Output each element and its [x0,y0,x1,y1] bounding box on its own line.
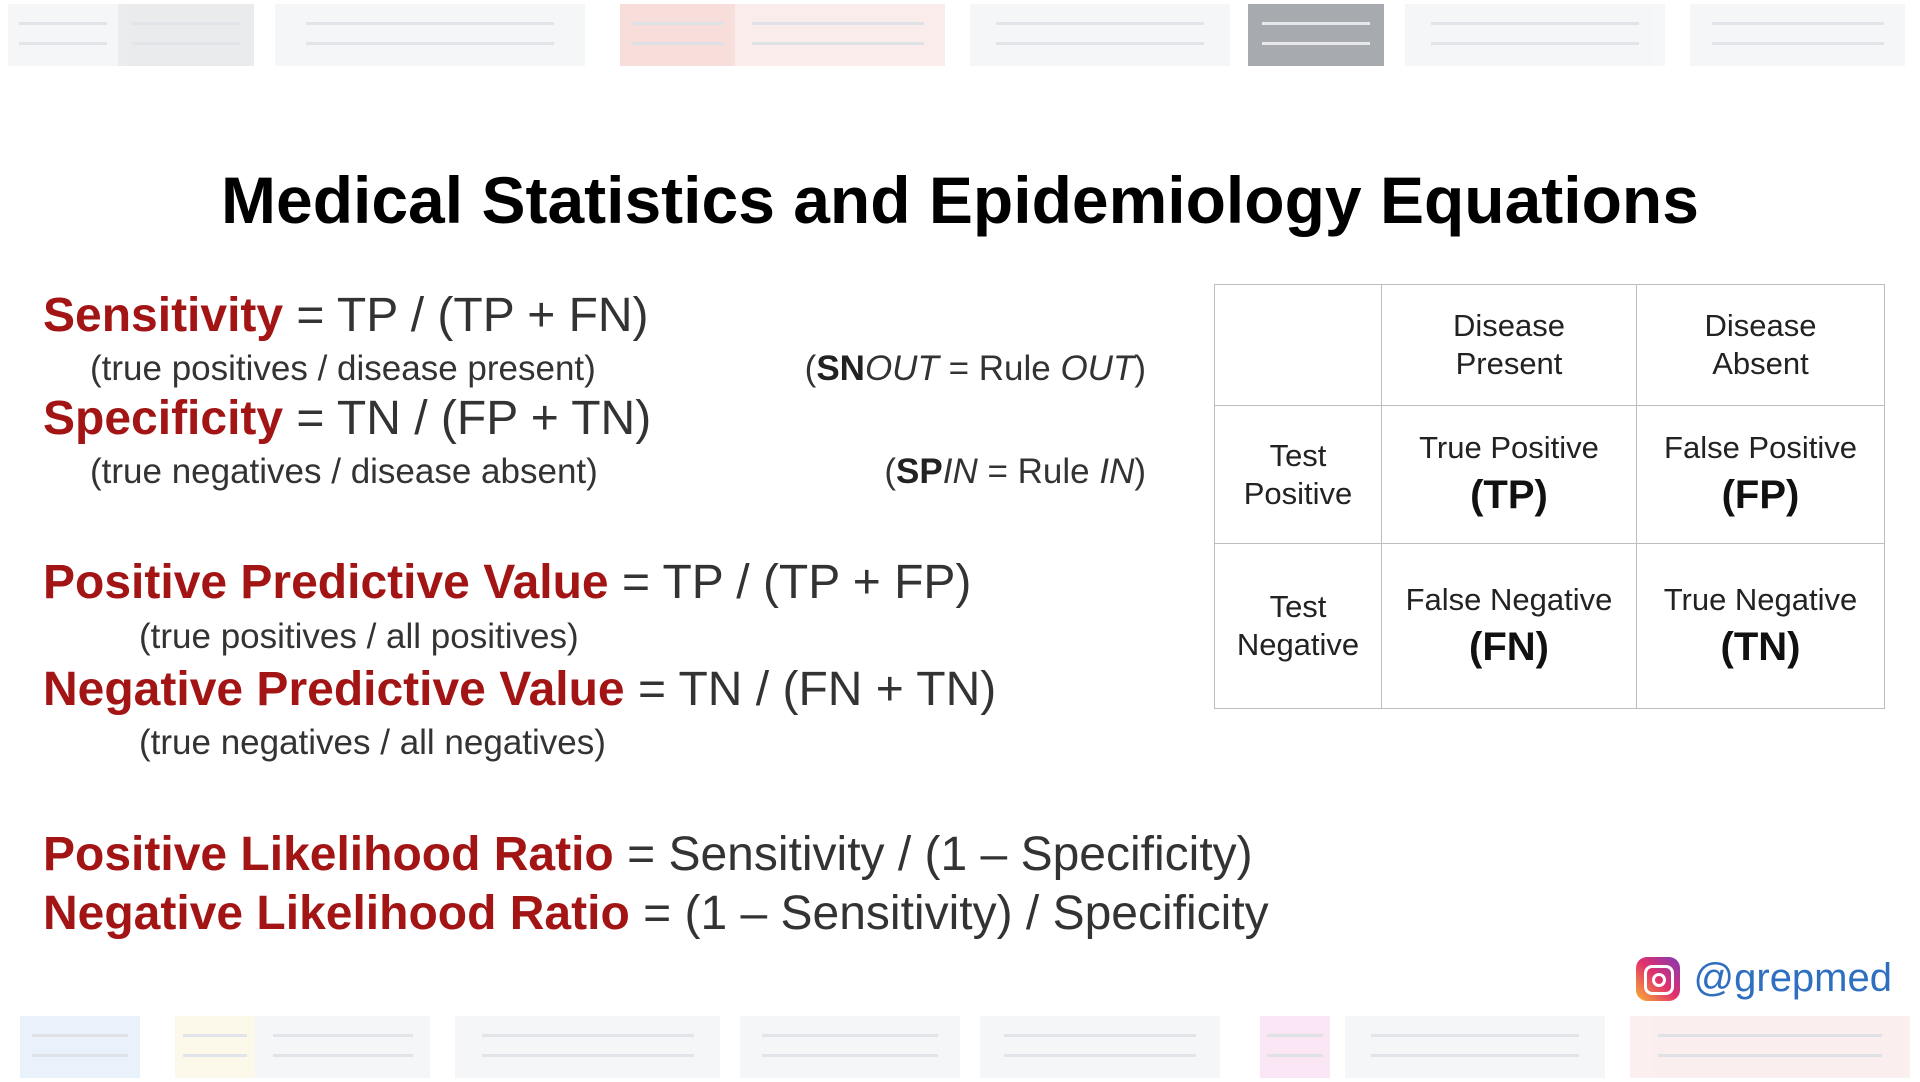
mnemonic-open: ( [804,349,817,388]
table-row: Test Positive True Positive (TP) False Po… [1214,405,1885,544]
mnemonic-mid: = Rule [977,452,1100,491]
ppv-formula: = TP / (TP + FP) [608,556,972,609]
social-handle-text: @grepmed [1693,956,1892,1000]
npv-equation: Negative Predictive Value = TN / (FN + T… [43,662,996,717]
cell-abbr: (FN) [1469,624,1549,669]
cell-false-positive: False Positive (FP) [1636,405,1885,544]
nlr-equation: Negative Likelihood Ratio = (1 – Sensiti… [43,886,1269,941]
plr-formula: = Sensitivity / (1 – Specificity) [613,828,1253,881]
specificity-term: Specificity [43,392,284,445]
mnemonic-bold: SN [816,349,865,388]
thumbnail [1630,1016,1910,1078]
ppv-equation: Positive Predictive Value = TP / (TP + F… [43,555,971,610]
thumbnail-strip-bottom [0,1012,1920,1082]
thumbnail [980,1016,1220,1078]
thumbnail [1690,4,1905,66]
mnemonic-italic: IN [1099,452,1135,491]
thumbnail-strip-top [0,0,1920,70]
thumbnail [1345,1016,1605,1078]
sensitivity-formula: = TP / (TP + FN) [283,289,649,342]
specificity-note: (true negatives / disease absent) [90,452,598,491]
social-handle[interactable]: @grepmed [1635,956,1892,1001]
col-header-label: Disease Present [1453,308,1565,381]
mnemonic-close: ) [1134,452,1146,491]
ppv-term: Positive Predictive Value [43,556,609,609]
sensitivity-equation: Sensitivity = TP / (TP + FN) [43,288,649,343]
specificity-equation: Specificity = TN / (FP + TN) [43,391,651,446]
cell-label: False Positive [1664,430,1857,466]
plr-equation: Positive Likelihood Ratio = Sensitivity … [43,827,1253,882]
ppv-note: (true positives / all positives) [139,617,579,656]
row-header-label: Test Positive [1243,437,1353,511]
row-header-label: Test Negative [1236,589,1360,662]
col-header-label: Disease Absent [1704,308,1817,381]
cell-true-positive: True Positive (TP) [1381,405,1637,544]
thumbnail [175,1016,255,1078]
plr-term: Positive Likelihood Ratio [43,828,614,881]
thumbnail [275,4,585,66]
table-row: Disease Present Disease Absent [1214,284,1885,406]
thumbnail [1260,1016,1330,1078]
cell-false-negative: False Negative (FN) [1381,543,1637,709]
col-header-disease-present: Disease Present [1381,284,1637,406]
cell-label: False Negative [1405,581,1613,617]
thumbnail [620,4,735,66]
row-header-test-negative: Test Negative [1214,543,1382,709]
thumbnail [740,1016,960,1078]
page-title: Medical Statistics and Epidemiology Equa… [221,163,1699,238]
specificity-formula: = TN / (FP + TN) [283,392,652,445]
mnemonic-close: ) [1134,349,1146,388]
thumbnail [20,1016,140,1078]
snout-mnemonic: (SNOUT = Rule OUT) [805,349,1146,389]
mnemonic-open: ( [884,452,897,491]
table-row: Test Negative False Negative (FN) True Ne… [1214,543,1885,709]
sensitivity-note: (true positives / disease present) [90,349,596,388]
cell-abbr: (TP) [1470,473,1548,517]
thumbnail [8,4,118,66]
cell-label: True Negative [1663,581,1858,617]
mnemonic-bold: SP [896,452,943,491]
sensitivity-term: Sensitivity [43,289,284,342]
cell-abbr: (TN) [1720,624,1801,669]
table-corner-cell [1214,284,1382,406]
mnemonic-italic: OUT [1060,349,1135,388]
npv-formula: = TN / (FN + TN) [624,663,997,716]
thumbnail [118,4,254,66]
mnemonic-mid: = Rule [938,349,1061,388]
nlr-formula: = (1 – Sensitivity) / Specificity [629,887,1269,940]
thumbnail [970,4,1230,66]
contingency-table: Disease Present Disease Absent Test Posi… [1214,284,1885,709]
thumbnail [1405,4,1665,66]
cell-true-negative: True Negative (TN) [1636,543,1885,709]
row-header-test-positive: Test Positive [1214,405,1382,544]
thumbnail [730,4,945,66]
npv-note: (true negatives / all negatives) [139,723,606,762]
thumbnail [455,1016,720,1078]
nlr-term: Negative Likelihood Ratio [43,887,630,940]
thumbnail [255,1016,430,1078]
cell-label: True Positive [1419,430,1599,466]
mnemonic-italic: IN [942,452,978,491]
thumbnail [1248,4,1384,66]
col-header-disease-absent: Disease Absent [1636,284,1885,406]
spin-mnemonic: (SPIN = Rule IN) [884,452,1146,492]
npv-term: Negative Predictive Value [43,663,625,716]
cell-abbr: (FP) [1721,473,1800,517]
mnemonic-italic: OUT [864,349,939,388]
instagram-icon [1635,956,1680,1001]
